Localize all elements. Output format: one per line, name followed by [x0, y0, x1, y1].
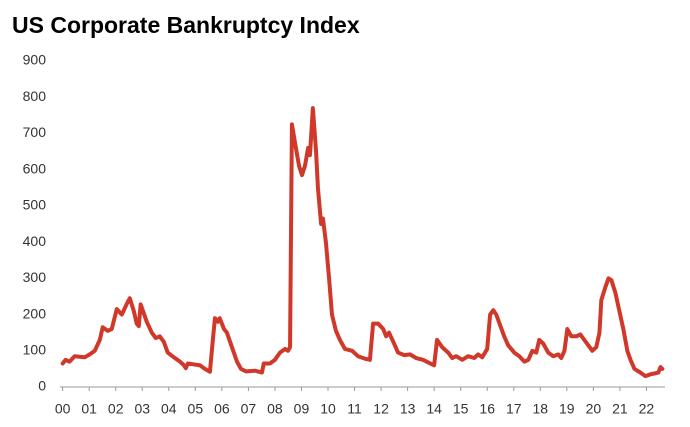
- y-tick-label: 200: [23, 305, 47, 321]
- x-tick-label: 12: [373, 401, 389, 417]
- x-tick-label: 11: [347, 401, 362, 417]
- x-tick-label: 03: [134, 401, 150, 417]
- x-tick-label: 14: [426, 401, 442, 417]
- x-tick-label: 07: [241, 401, 257, 417]
- x-tick-label: 06: [214, 401, 230, 417]
- y-tick-label: 900: [23, 52, 47, 68]
- x-tick-label: 15: [453, 401, 469, 417]
- x-tick-label: 13: [400, 401, 416, 417]
- y-tick-label: 0: [38, 378, 46, 394]
- y-tick-label: 400: [23, 233, 47, 249]
- x-tick-label: 00: [55, 401, 71, 417]
- x-tick-label: 10: [320, 401, 336, 417]
- x-tick-label: 04: [161, 401, 177, 417]
- x-tick-label: 01: [81, 401, 97, 417]
- y-tick-label: 800: [23, 88, 47, 104]
- x-tick-label: 09: [294, 401, 310, 417]
- x-tick-label: 19: [559, 401, 575, 417]
- y-tick-label: 300: [23, 269, 47, 285]
- x-tick-label: 20: [586, 401, 602, 417]
- chart-title: US Corporate Bankruptcy Index: [12, 12, 360, 38]
- x-tick-label: 05: [188, 401, 204, 417]
- x-tick-label: 17: [506, 401, 522, 417]
- x-tick-label: 18: [532, 401, 548, 417]
- y-tick-label: 700: [23, 124, 47, 140]
- x-tick-label: 08: [267, 401, 283, 417]
- y-tick-label: 600: [23, 160, 47, 176]
- x-tick-label: 21: [612, 401, 628, 417]
- x-tick-label: 22: [639, 401, 655, 417]
- line: [60, 106, 665, 379]
- y-tick-label: 500: [23, 197, 47, 213]
- y-tick-label: 100: [23, 341, 47, 357]
- x-tick-label: 02: [108, 401, 124, 417]
- x-tick-label: 16: [479, 401, 495, 417]
